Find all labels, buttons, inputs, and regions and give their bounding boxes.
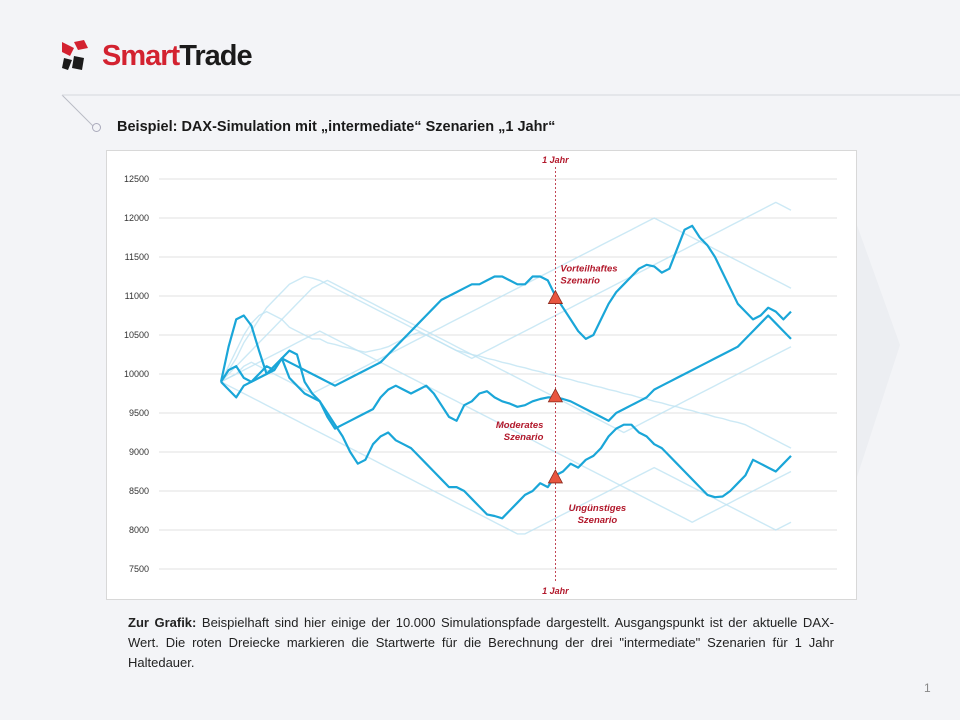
scenario-triangle-marker bbox=[547, 387, 564, 403]
logo-wordmark: SmartTrade bbox=[102, 39, 253, 73]
page-number: 1 bbox=[924, 681, 931, 695]
scenario-label: Szenario bbox=[560, 276, 600, 287]
y-tick-label: 9500 bbox=[129, 408, 149, 418]
y-tick-label: 9000 bbox=[129, 447, 149, 457]
faded-series-line bbox=[220, 279, 792, 434]
logo-word-trade: Trade bbox=[179, 39, 252, 72]
simulation-chart: 12500 12000 11500 11000 10500 10000 9500 9000 85… bbox=[124, 155, 837, 596]
highlight-series-line bbox=[219, 314, 792, 520]
y-tick-label: 10500 bbox=[124, 330, 149, 340]
scenario-triangle-marker bbox=[547, 469, 564, 484]
logo-icon bbox=[62, 40, 88, 70]
highlight-series-line bbox=[220, 224, 792, 399]
caption-text: Beispielhaft sind hier einige der 10.000… bbox=[128, 615, 834, 670]
scenario-label: Moderates bbox=[496, 420, 544, 431]
faded-series-line bbox=[220, 381, 792, 535]
scenario-label: Szenario bbox=[578, 515, 618, 526]
logo: SmartTrade bbox=[60, 38, 253, 74]
y-tick-label: 12500 bbox=[124, 174, 149, 184]
one-year-label-bottom: 1 Jahr bbox=[542, 586, 569, 596]
faded-series-line bbox=[220, 217, 792, 395]
y-tick-label: 8000 bbox=[129, 525, 149, 535]
y-tick-label: 10000 bbox=[124, 369, 149, 379]
logo-word-smart: Smart bbox=[102, 39, 180, 72]
highlight-series-line bbox=[220, 314, 792, 430]
title-bullet bbox=[92, 123, 101, 132]
faded-series-line bbox=[220, 330, 792, 523]
y-tick-label: 11000 bbox=[125, 291, 149, 301]
y-tick-label: 7500 bbox=[129, 564, 149, 574]
faded-series-line bbox=[220, 310, 792, 449]
scenario-triangle-marker bbox=[547, 289, 564, 304]
y-tick-label: 11500 bbox=[125, 252, 149, 262]
scenario-label: Szenario bbox=[504, 432, 544, 443]
scenario-label: Vorteilhaftes bbox=[560, 264, 617, 275]
slide-title: Beispiel: DAX-Simulation mit „intermedia… bbox=[117, 119, 556, 135]
y-tick-label: 8500 bbox=[129, 486, 149, 496]
y-tick-label: 12000 bbox=[124, 213, 149, 223]
faded-series-line bbox=[220, 201, 792, 383]
caption-lead: Zur Grafik: bbox=[128, 615, 197, 630]
caption: Zur Grafik: Beispielhaft sind hier einig… bbox=[128, 613, 834, 673]
scenario-label: Ungünstiges bbox=[569, 503, 627, 514]
one-year-label-top: 1 Jahr bbox=[542, 155, 569, 165]
chart-container: 12500 12000 11500 11000 10500 10000 9500 9000 85… bbox=[106, 150, 857, 600]
